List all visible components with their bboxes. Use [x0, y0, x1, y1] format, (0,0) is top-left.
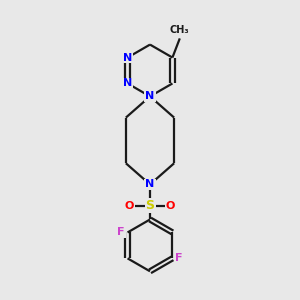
Text: N: N [146, 179, 154, 189]
Text: O: O [166, 201, 175, 211]
Text: O: O [125, 201, 134, 211]
Text: F: F [117, 227, 125, 237]
Text: N: N [146, 92, 154, 101]
Text: N: N [123, 79, 132, 88]
Text: F: F [175, 254, 183, 263]
Text: CH₃: CH₃ [170, 25, 190, 35]
Text: S: S [146, 199, 154, 212]
Text: N: N [123, 52, 132, 62]
